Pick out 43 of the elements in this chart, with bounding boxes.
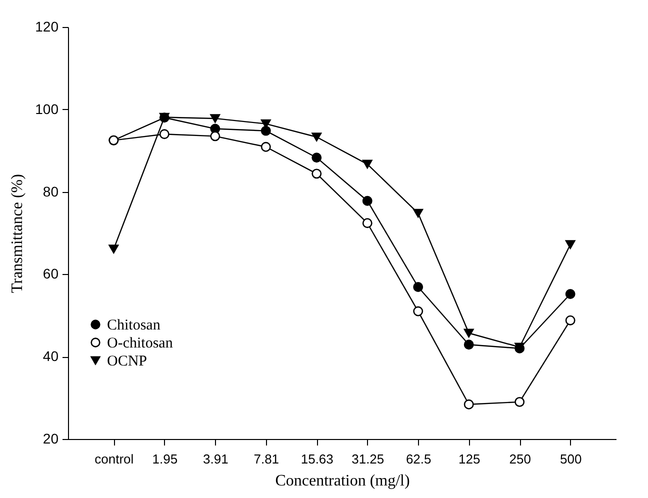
y-tick-label: 20 <box>42 430 59 446</box>
point <box>362 160 372 169</box>
y-tick-label: 40 <box>42 348 59 364</box>
point <box>312 132 322 142</box>
y-tick-label: 120 <box>35 18 59 34</box>
point <box>362 218 372 228</box>
x-tick-label: 31.25 <box>352 452 384 466</box>
point <box>312 152 322 163</box>
point <box>464 340 474 350</box>
point <box>565 240 576 249</box>
point <box>464 399 474 410</box>
point <box>260 142 271 152</box>
x-tick-label: 125 <box>458 452 480 466</box>
y-axis-title: Transmittance (%) <box>9 174 26 293</box>
point <box>260 126 271 136</box>
point <box>464 328 474 338</box>
point <box>565 315 576 326</box>
point <box>362 196 372 206</box>
point <box>210 114 220 123</box>
y-tick-label: 80 <box>42 183 59 200</box>
point <box>413 306 424 316</box>
point <box>108 244 119 254</box>
x-axis-title: Concentration (mg/l) <box>275 472 410 490</box>
point <box>210 131 220 142</box>
point <box>413 282 424 292</box>
x-tick-label: 500 <box>560 452 582 466</box>
legend-label: Chitosan <box>107 318 161 334</box>
point <box>514 396 525 407</box>
legend-label: OCNP <box>107 354 148 370</box>
x-tick-label: 7.81 <box>254 452 280 466</box>
point <box>312 168 322 179</box>
x-tick-label: 3.91 <box>202 452 228 466</box>
y-tick-label: 100 <box>35 100 59 117</box>
x-tick-label: 250 <box>509 452 531 466</box>
point <box>565 289 576 299</box>
x-tick-label: control <box>94 452 134 466</box>
point <box>159 129 170 140</box>
x-tick-label: 1.95 <box>152 452 178 466</box>
y-tick-label: 60 <box>42 266 59 282</box>
legend-label: O-chitosan <box>107 336 174 352</box>
point <box>413 208 424 218</box>
x-tick-label: 62.5 <box>406 452 432 466</box>
x-tick-label: 15.63 <box>300 452 334 466</box>
